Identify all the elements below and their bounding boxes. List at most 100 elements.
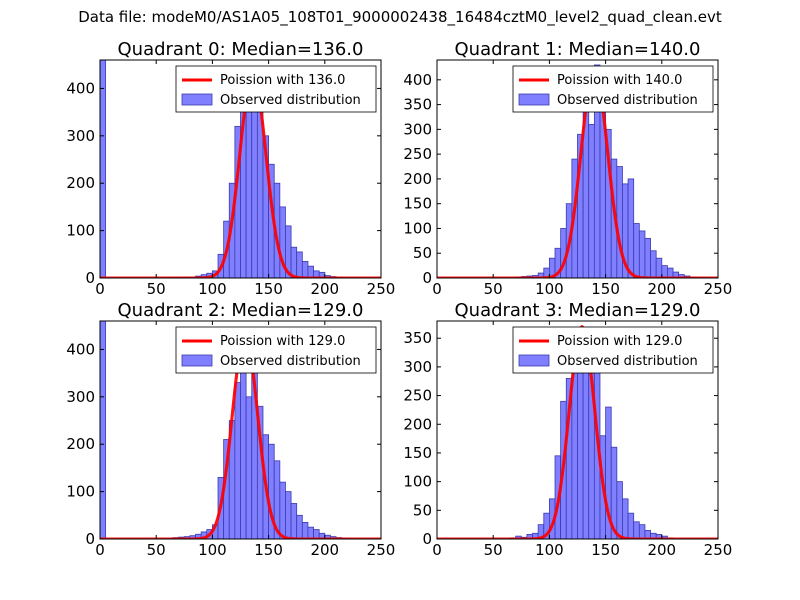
legend-entry-observed: Observed distribution [557,354,698,369]
x-tick-label: 100 [535,541,564,559]
y-tick-label: 200 [403,415,432,433]
legend: Poission with 136.0 Observed distribution [175,65,377,113]
x-tick-label: 200 [310,541,339,559]
axes-frame [436,320,719,540]
axes-frame [99,59,382,279]
y-tick-label: 0 [422,530,432,548]
legend-entry-observed: Observed distribution [557,93,698,108]
y-tick-label: 100 [66,483,95,501]
histogram-bar [622,498,629,539]
histogram-bar [661,265,668,278]
histogram-bar [285,491,292,539]
x-tick-label: 200 [647,541,676,559]
x-tick-label: 0 [432,541,442,559]
histogram-bar [290,246,298,278]
histogram-bar [301,522,309,539]
y-tick-label: 100 [66,222,95,240]
x-tick-label: 100 [198,280,227,298]
histogram-bar [638,524,646,539]
histogram-bar [650,250,657,278]
histogram-bar [633,223,640,278]
y-tick-label: 0 [422,269,432,287]
legend-entry-observed: Observed distribution [220,354,361,369]
x-tick-label: 0 [95,280,105,298]
x-tick-label: 50 [484,280,503,298]
quadrant-2-chart: 0 50 100 150 200 250 0 100 200 300 400 Quadrant 2: … [66,300,395,559]
axes-frame [436,59,719,279]
x-tick-label: 0 [95,541,105,559]
y-tick-label: 300 [403,120,432,138]
x-tick-label: 50 [484,541,503,559]
histogram-bar [307,526,314,539]
histogram-bar [627,512,635,539]
axes-frame [99,320,382,540]
legend-entry-poisson: Poission with 129.0 [220,334,345,349]
y-tick-label: 350 [403,329,432,347]
histogram-bar [301,261,309,278]
y-tick-label: 150 [403,444,432,462]
quadrant-3-chart: 0 50 100 150 200 250 0 50 100 150 200 250 300 350 Quad… [403,300,732,559]
histogram-bar [245,396,253,539]
quadrant-1-chart: 0 50 100 150 200 250050100150200250300350400Q… [403,39,732,298]
histogram-bar [655,257,663,278]
x-tick-label: 150 [591,541,620,559]
histogram-bar [582,360,590,539]
histogram-bar [234,382,241,539]
y-tick-label: 0 [85,530,95,548]
histogram-bar [296,251,303,278]
y-tick-label: 250 [403,387,432,405]
histogram-bar [290,503,298,539]
legend: Poission with 129.0 Observed distribution [512,326,714,374]
y-tick-label: 150 [403,195,432,213]
y-tick-label: 300 [66,388,95,406]
histogram-bar [588,124,595,278]
x-tick-label: 250 [367,280,396,298]
chart-title: Quadrant 2: Median=129.0 [118,300,364,321]
x-tick-label: 150 [591,280,620,298]
chart-title: Quadrant 1: Median=140.0 [455,39,701,60]
legend-entry-observed: Observed distribution [220,93,361,108]
y-tick-label: 0 [85,269,95,287]
legend-patch-swatch [181,354,213,367]
y-tick-label: 300 [66,127,95,145]
histogram-bar [307,265,314,278]
chart-title: Quadrant 3: Median=129.0 [455,300,701,321]
y-tick-label: 300 [403,358,432,376]
legend-entry-poisson: Poission with 140.0 [557,73,682,88]
y-tick-label: 250 [403,145,432,163]
x-tick-label: 50 [147,541,166,559]
x-tick-label: 100 [535,280,564,298]
x-tick-label: 200 [310,280,339,298]
histogram-bar [627,178,635,278]
y-tick-label: 100 [403,219,432,237]
legend-entry-poisson: Poission with 129.0 [557,334,682,349]
legend: Poission with 129.0 Observed distribution [175,326,377,374]
histogram-bar [279,481,286,539]
figure-title: Data file: modeM0/AS1A05_108T01_90000024… [78,8,722,26]
y-tick-label: 50 [413,501,432,519]
x-tick-label: 200 [647,280,676,298]
x-tick-label: 100 [198,541,227,559]
histogram-bar [100,60,107,278]
histogram-bar [638,230,646,278]
y-tick-label: 350 [403,96,432,114]
histogram-bar [616,481,623,539]
histogram-bar [644,237,651,278]
legend: Poission with 140.0 Observed distribution [512,65,714,113]
legend-entry-poisson: Poission with 136.0 [220,73,345,88]
x-tick-label: 150 [254,280,283,298]
histogram-bar [245,92,253,278]
y-tick-label: 100 [403,473,432,491]
x-tick-label: 50 [147,280,166,298]
quadrant-0-chart: 0 50 100 150 200 250 0 100 200 300 400 Quadrant 0: … [66,39,395,298]
poisson-curve-core [437,68,718,278]
x-tick-label: 250 [704,541,733,559]
chart-title: Quadrant 0: Median=136.0 [118,39,364,60]
histogram-bar [616,166,623,278]
y-tick-label: 50 [413,244,432,262]
x-tick-label: 250 [367,541,396,559]
histogram-bar [633,521,640,539]
y-tick-label: 200 [66,435,95,453]
poisson-curve-core [100,72,381,278]
